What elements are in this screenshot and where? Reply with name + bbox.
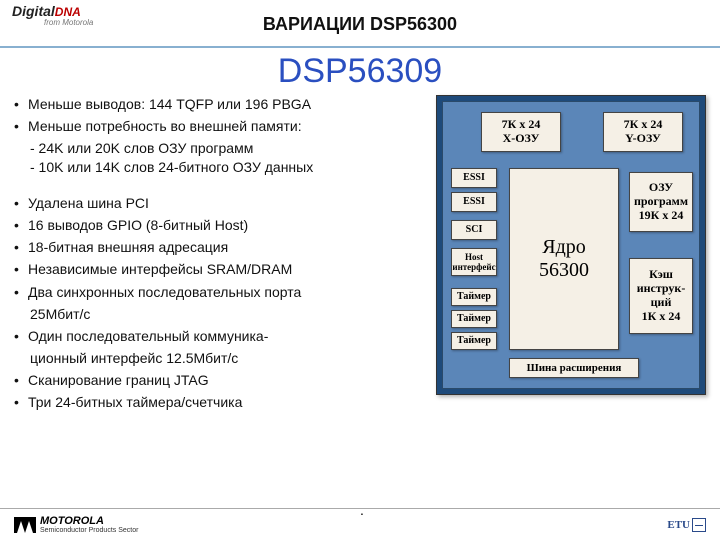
prog-ram-block: ОЗУпрограмм19К x 24 [629,172,693,232]
timer-block: Таймер [451,288,497,306]
motorola-icon [14,517,36,533]
bullet-item: Удалена шина PCI [14,194,424,212]
timer-block: Таймер [451,332,497,350]
bullet-item: 16 выводов GPIO (8-битный Host) [14,216,424,234]
bullet-continuation: 25Мбит/с [14,305,424,323]
sci-block: SCI [451,220,497,240]
bullet-subitem: - 24K или 20K слов ОЗУ программ [14,139,424,157]
bus-block: Шина расширения [509,358,639,378]
bullet-item: Один последовательный коммуника- [14,327,424,345]
bullet-item: Меньше потребность во внешней памяти: [14,117,424,135]
cache-block: Кэшинструк-ций1К x 24 [629,258,693,334]
etu-icon [692,518,706,532]
etu-text: ETU [667,519,690,531]
bullet-continuation: ционный интерфейс 12.5Мбит/с [14,349,424,367]
bullet-list: Меньше выводов: 144 TQFP или 196 PBGA Ме… [14,95,424,412]
main-title: DSP56309 [0,52,720,91]
x-ram-block: 7К x 24X-ОЗУ [481,112,561,152]
logo-subtext: from Motorola [12,19,93,28]
bullet-item: Меньше выводов: 144 TQFP или 196 PBGA [14,95,424,113]
slide-footer: MOTOROLA Semiconductor Products Sector E… [0,508,720,540]
logo-text-main: Digital [12,3,55,19]
y-ram-block: 7К x 24Y-ОЗУ [603,112,683,152]
bullet-item: 18-битная внешняя адресация [14,238,424,256]
bullet-item: Независимые интерфейсы SRAM/DRAM [14,260,424,278]
brand-logo: DigitalDNA from Motorola [12,4,93,28]
core-block: Ядро56300 [509,168,619,350]
motorola-logo: MOTOROLA Semiconductor Products Sector [14,515,138,534]
bullet-item: Два синхронных последовательных порта [14,283,424,301]
essi-block: ESSI [451,192,497,212]
bullet-subitem: - 10K или 14K слов 24-битного ОЗУ данных [14,158,424,176]
essi-block: ESSI [451,168,497,188]
etu-logo: ETU [667,518,706,532]
motorola-name: MOTOROLA [40,515,104,527]
logo-text-accent: DNA [55,5,81,19]
content-area: Меньше выводов: 144 TQFP или 196 PBGA Ме… [0,95,720,515]
motorola-sector: Semiconductor Products Sector [40,527,138,534]
block-diagram: 7К x 24X-ОЗУ 7К x 24Y-ОЗУ ESSI ESSI SCI … [436,95,706,395]
slide-header-title: ВАРИАЦИИ DSP56300 [12,4,708,35]
bullet-item: Сканирование границ JTAG [14,371,424,389]
diagram-inner-frame: 7К x 24X-ОЗУ 7К x 24Y-ОЗУ ESSI ESSI SCI … [442,101,700,389]
bullet-item: Три 24-битных таймера/счетчика [14,393,424,411]
timer-block: Таймер [451,310,497,328]
host-block: Hostинтерфейс [451,248,497,276]
